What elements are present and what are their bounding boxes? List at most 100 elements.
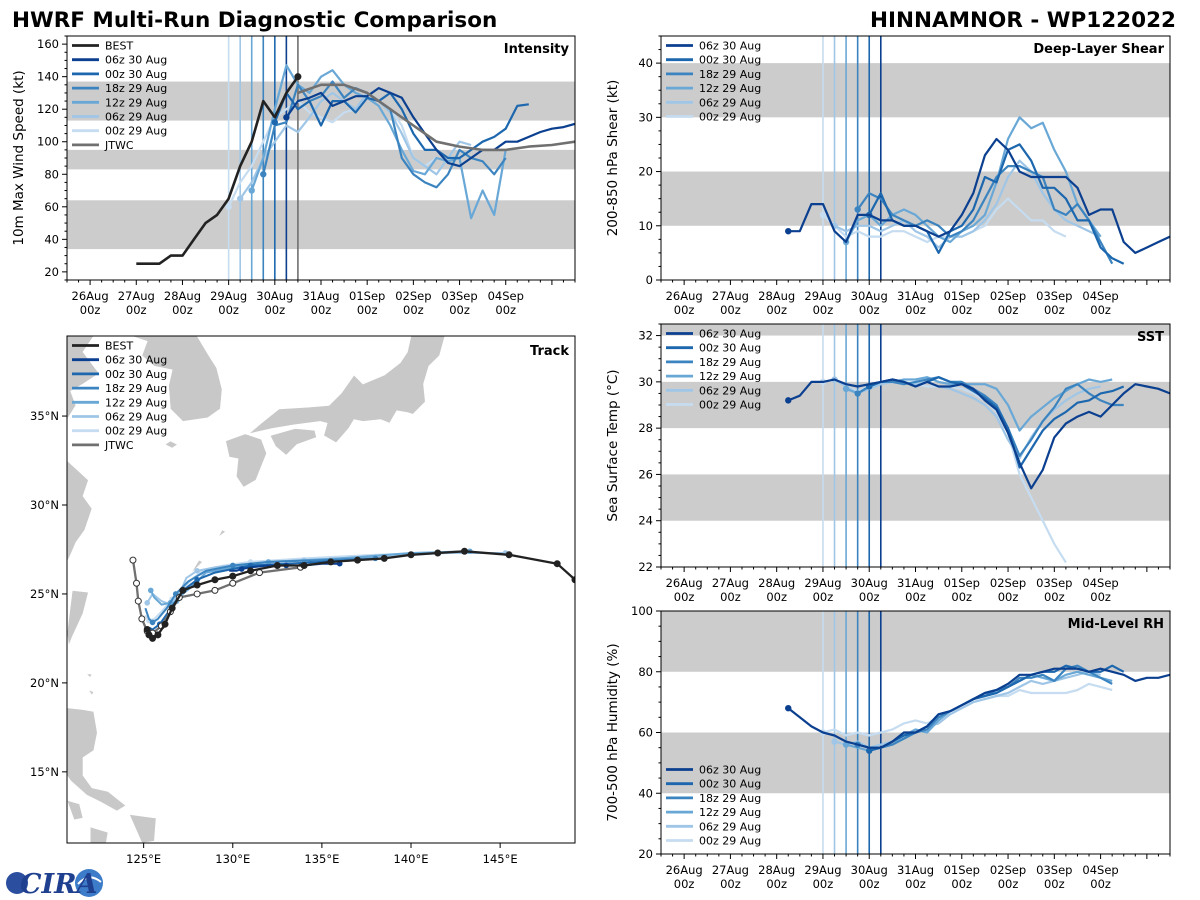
track-point-best bbox=[354, 556, 362, 564]
init-point-00z-29-aug bbox=[225, 203, 232, 210]
shade-band bbox=[661, 63, 1170, 118]
track-point-best bbox=[229, 572, 237, 580]
track-point-06z-29-aug bbox=[144, 600, 151, 606]
x-tick-label: 00z bbox=[998, 303, 1019, 317]
legend-label-06z-30-aug: 06z 30 Aug bbox=[105, 354, 167, 367]
map-area bbox=[67, 336, 575, 843]
x-tick-label: 00z bbox=[80, 303, 101, 317]
x-tick-label: 00z bbox=[998, 877, 1019, 891]
track-point-jtwc bbox=[134, 597, 142, 605]
kyushu-land bbox=[225, 433, 267, 488]
track-point-best bbox=[273, 561, 281, 569]
x-tick-label: 28Aug bbox=[758, 863, 795, 877]
y-axis-label: 700-500 hPa Humidity (%) bbox=[605, 643, 621, 821]
legend-label-12z-29-aug: 12z 29 Aug bbox=[105, 396, 167, 409]
track-point-jtwc bbox=[138, 615, 146, 623]
x-tick-label: 00z bbox=[495, 303, 516, 317]
track-point-00z-30-aug bbox=[194, 576, 200, 583]
y-axis-label: 200-850 hPa Shear (kt) bbox=[605, 80, 621, 237]
x-tick-label: 31Aug bbox=[302, 289, 339, 303]
x-tick-label: 00z bbox=[720, 303, 741, 317]
series-06z-30-aug bbox=[787, 378, 1170, 490]
y-tick-label: 100 bbox=[631, 604, 653, 618]
x-tick-label: 29Aug bbox=[804, 576, 841, 590]
x-tick-label: 00z bbox=[766, 877, 787, 891]
y-axis-label: 10m Max Wind Speed (kt) bbox=[11, 70, 27, 245]
init-point-06z-29-aug bbox=[831, 738, 838, 745]
x-tick-label: 00z bbox=[1044, 877, 1065, 891]
cira-logo-text: CIRA bbox=[20, 869, 98, 900]
legend-label-00z-29-aug: 00z 29 Aug bbox=[105, 125, 167, 138]
x-tick-label: 01Sep bbox=[944, 289, 980, 303]
cira-logo-globe-icon bbox=[6, 872, 28, 894]
panel-title: Track bbox=[530, 344, 569, 359]
amami-island-land bbox=[218, 529, 227, 538]
y-tick-label: 10 bbox=[638, 219, 653, 233]
init-point-18z-29-aug bbox=[260, 171, 267, 178]
x-tick-label: 02Sep bbox=[990, 576, 1026, 590]
x-tick-label: 29Aug bbox=[804, 863, 841, 877]
track-point-best bbox=[327, 558, 335, 566]
x-tick-label: 00z bbox=[720, 590, 741, 604]
x-tick-label: 00z bbox=[951, 590, 972, 604]
korea-peninsula-land bbox=[131, 336, 223, 422]
track-point-best bbox=[407, 551, 415, 559]
legend-label-12z-29-aug: 12z 29 Aug bbox=[699, 370, 761, 383]
init-point-06z-30-aug bbox=[785, 397, 792, 404]
track-point-jtwc bbox=[133, 579, 141, 587]
track-point-best bbox=[193, 581, 201, 589]
legend-label-00z-30-aug: 00z 30 Aug bbox=[105, 68, 167, 81]
init-point-18z-29-aug bbox=[854, 390, 861, 397]
track-point-18z-29-aug bbox=[229, 562, 236, 569]
init-point-06z-29-aug bbox=[236, 195, 244, 202]
x-tick-label: 00z bbox=[813, 877, 834, 891]
legend-label-06z-29-aug: 06z 29 Aug bbox=[105, 111, 167, 124]
visayas-land bbox=[89, 826, 109, 843]
legend-label-18z-29-aug: 18z 29 Aug bbox=[699, 68, 761, 81]
x-tick-label: 27Aug bbox=[712, 863, 749, 877]
x-tick-label: 00z bbox=[403, 303, 424, 317]
series-18z-29-aug bbox=[856, 165, 1114, 265]
legend-label-12z-29-aug: 12z 29 Aug bbox=[105, 96, 167, 109]
honshu-land bbox=[248, 336, 446, 444]
y-tick-label: 100 bbox=[37, 135, 59, 149]
shear-panel: 26Aug00z27Aug00z28Aug00z29Aug00z30Aug00z… bbox=[605, 35, 1171, 317]
x-tick-label: 29Aug bbox=[804, 289, 841, 303]
legend-label-06z-30-aug: 06z 30 Aug bbox=[105, 54, 167, 67]
y-tick-label: 24 bbox=[638, 514, 653, 528]
series-best bbox=[136, 75, 299, 266]
x-tick-label: 135°E bbox=[304, 852, 339, 866]
x-tick-label: 27Aug bbox=[712, 289, 749, 303]
y-tick-label: 28 bbox=[638, 421, 653, 435]
x-tick-label: 30Aug bbox=[851, 289, 888, 303]
x-tick-label: 02Sep bbox=[395, 289, 431, 303]
x-tick-label: 26Aug bbox=[666, 289, 703, 303]
legend-label-00z-30-aug: 00z 30 Aug bbox=[699, 778, 761, 791]
jeju-island-land bbox=[164, 440, 179, 449]
china-east-land bbox=[67, 460, 93, 563]
track-point-jtwc bbox=[129, 556, 137, 564]
y-tick-label: 26 bbox=[638, 467, 653, 481]
track-point-06z-29-aug bbox=[194, 568, 200, 574]
legend-label-00z-29-aug: 00z 29 Aug bbox=[699, 111, 761, 124]
cira-logo-swirl-icon bbox=[75, 869, 103, 897]
legend-label-jtwc: JTWC bbox=[104, 439, 134, 452]
track-point-best bbox=[460, 547, 468, 555]
plot-area bbox=[661, 611, 1170, 854]
x-tick-label: 04Sep bbox=[1082, 289, 1118, 303]
legend-label-12z-29-aug: 12z 29 Aug bbox=[699, 82, 761, 95]
y-tick-label: 20 bbox=[638, 847, 653, 861]
track-point-12z-29-aug bbox=[147, 587, 154, 594]
x-tick-label: 03Sep bbox=[1036, 576, 1072, 590]
init-point-06z-30-aug bbox=[785, 228, 792, 235]
y-tick-label: 80 bbox=[638, 665, 653, 679]
x-tick-label: 00z bbox=[859, 877, 880, 891]
best-endpoint bbox=[294, 73, 302, 81]
y-tick-label: 140 bbox=[37, 70, 59, 84]
x-tick-label: 00z bbox=[126, 303, 147, 317]
series-06z-30-aug bbox=[285, 86, 575, 168]
x-tick-label: 00z bbox=[905, 877, 926, 891]
rh-panel: 26Aug00z27Aug00z28Aug00z29Aug00z30Aug00z… bbox=[605, 604, 1171, 891]
series-18z-29-aug bbox=[857, 376, 1124, 457]
